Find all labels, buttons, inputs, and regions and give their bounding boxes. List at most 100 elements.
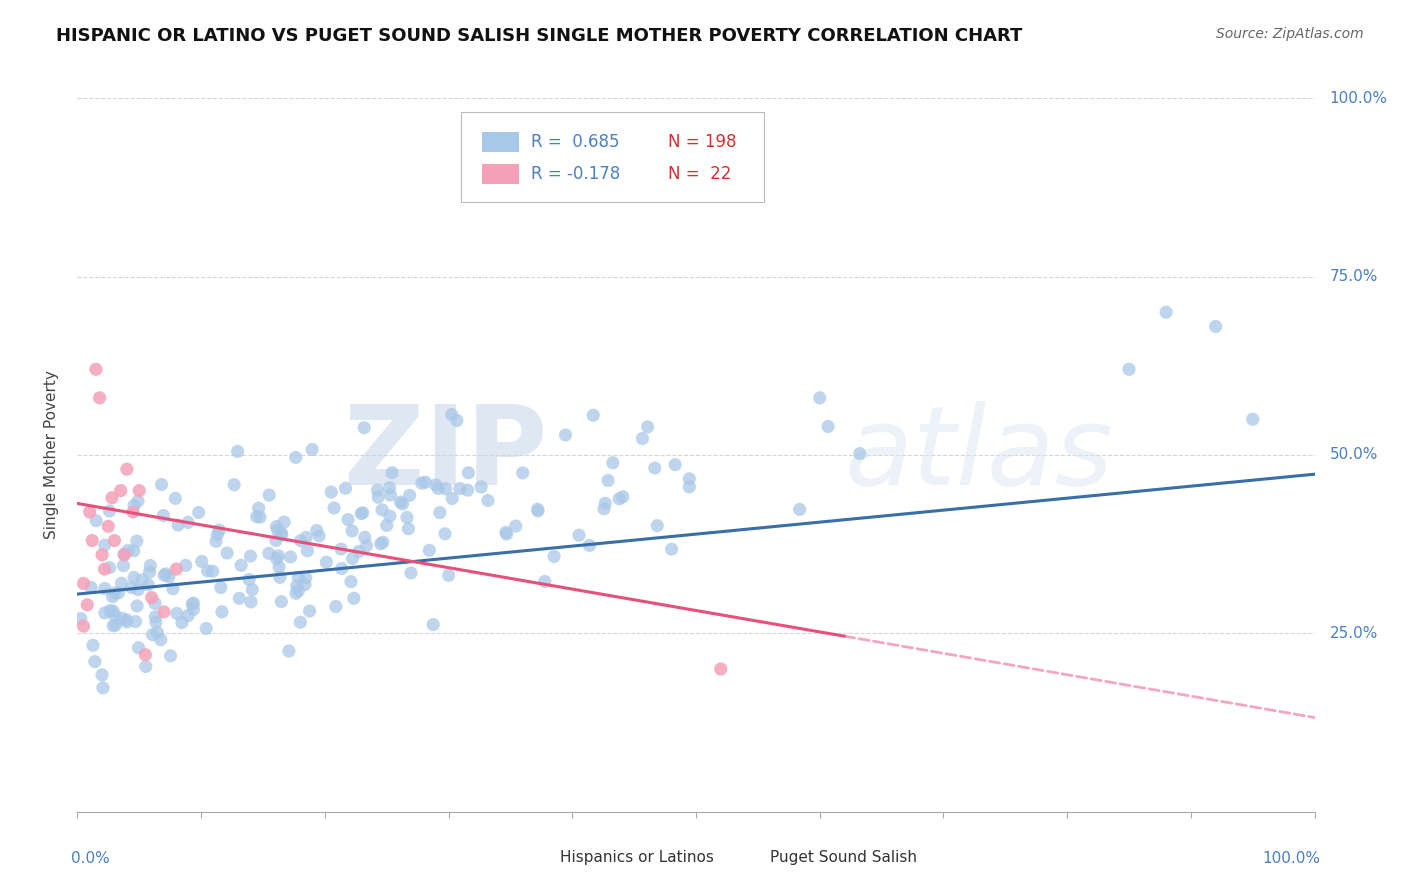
Point <box>181 597 204 611</box>
Text: 50.0%: 50.0% <box>1330 448 1378 462</box>
Point <box>107 586 129 600</box>
Point <box>93 538 115 552</box>
Point <box>249 510 271 524</box>
Point <box>607 491 630 506</box>
Point <box>1118 362 1140 376</box>
Point <box>396 522 419 536</box>
Point <box>115 615 138 629</box>
Point <box>89 391 111 405</box>
Point <box>593 496 616 510</box>
Point <box>495 527 517 541</box>
Text: Hispanics or Latinos: Hispanics or Latinos <box>560 850 714 865</box>
Point <box>596 474 619 488</box>
Point <box>298 604 321 618</box>
Point <box>661 542 683 557</box>
Point <box>434 482 457 496</box>
Point <box>146 625 169 640</box>
Point <box>266 551 288 566</box>
Point <box>91 681 114 695</box>
Point <box>353 420 375 434</box>
Point <box>183 596 205 610</box>
Point <box>422 617 444 632</box>
Point <box>297 543 319 558</box>
Point <box>457 466 479 480</box>
Point <box>128 483 150 498</box>
Point <box>335 481 357 495</box>
Point <box>323 501 346 516</box>
Point <box>112 558 135 573</box>
Point <box>427 482 450 496</box>
Point <box>270 526 292 541</box>
Point <box>72 576 94 591</box>
Point <box>441 491 464 506</box>
Point <box>340 574 363 589</box>
Point <box>429 506 451 520</box>
Point <box>287 583 309 598</box>
Point <box>543 549 565 564</box>
Point <box>150 477 173 491</box>
Text: ZIP: ZIP <box>344 401 547 508</box>
Point <box>229 558 252 573</box>
Point <box>122 499 145 513</box>
Point <box>411 476 433 491</box>
Point <box>330 542 353 557</box>
Point <box>330 561 353 575</box>
Point <box>101 590 124 604</box>
Point <box>131 573 153 587</box>
Point <box>117 543 139 558</box>
Point <box>134 648 156 662</box>
Point <box>94 606 117 620</box>
Point <box>415 475 437 490</box>
Y-axis label: Single Mother Poverty: Single Mother Poverty <box>44 370 59 540</box>
Text: Source: ZipAtlas.com: Source: ZipAtlas.com <box>1216 27 1364 41</box>
Point <box>290 615 312 630</box>
Point <box>82 638 104 652</box>
Point <box>98 560 121 574</box>
Point <box>612 490 634 504</box>
Point <box>631 432 654 446</box>
Bar <box>482 164 519 184</box>
Point <box>270 595 292 609</box>
Point <box>284 586 307 600</box>
Point <box>266 523 288 537</box>
Point <box>301 442 323 457</box>
Point <box>152 508 174 523</box>
Point <box>352 506 374 520</box>
Point <box>582 409 605 423</box>
Point <box>375 518 398 533</box>
Point <box>381 466 404 480</box>
Point <box>1205 319 1227 334</box>
Text: N = 198: N = 198 <box>668 133 735 151</box>
Point <box>165 491 187 506</box>
Point <box>398 488 420 502</box>
Point <box>76 598 98 612</box>
Point <box>350 507 373 521</box>
Point <box>177 608 200 623</box>
Text: Puget Sound Salish: Puget Sound Salish <box>770 850 917 865</box>
Point <box>367 490 389 504</box>
Point <box>1154 305 1177 319</box>
Point <box>380 488 402 502</box>
Point <box>578 538 600 552</box>
Point <box>69 611 91 625</box>
Point <box>337 513 360 527</box>
Point <box>267 549 290 563</box>
Point <box>399 566 422 580</box>
Point <box>246 509 269 524</box>
Point <box>264 533 287 548</box>
Point <box>94 582 117 596</box>
Point <box>287 570 309 584</box>
Point <box>425 478 447 492</box>
Point <box>224 477 246 491</box>
Point <box>678 472 700 486</box>
Point <box>470 480 492 494</box>
Point <box>128 640 150 655</box>
Point <box>124 615 146 629</box>
Point <box>211 605 233 619</box>
Point <box>82 533 104 548</box>
Point <box>110 576 132 591</box>
Point <box>389 495 412 509</box>
Point <box>527 504 550 518</box>
Text: HISPANIC OR LATINO VS PUGET SOUND SALISH SINGLE MOTHER POVERTY CORRELATION CHART: HISPANIC OR LATINO VS PUGET SOUND SALISH… <box>56 27 1022 45</box>
Point <box>101 604 124 618</box>
